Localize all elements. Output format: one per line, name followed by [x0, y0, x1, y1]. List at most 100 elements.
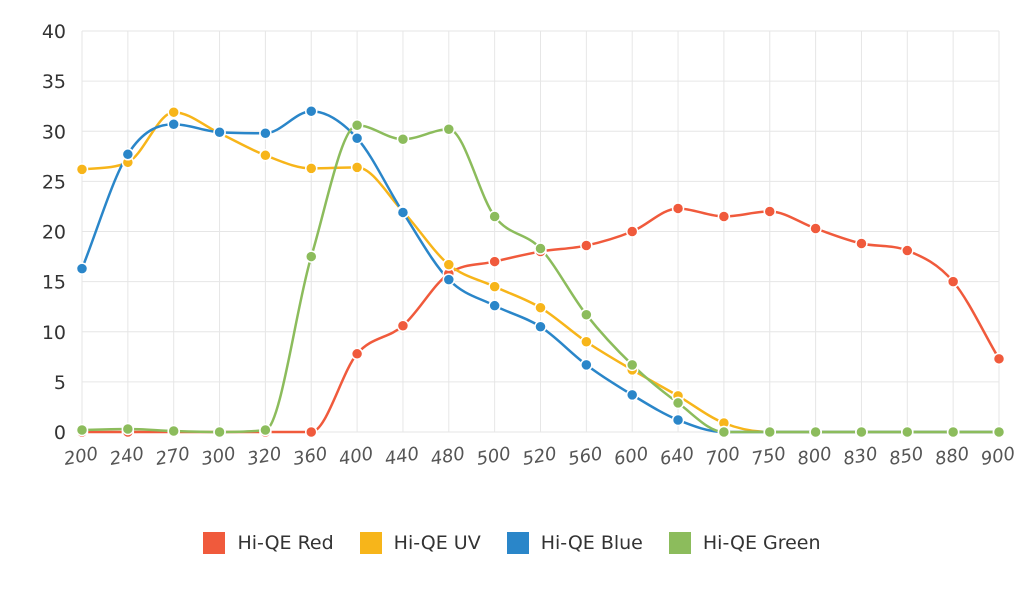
data-point-hi-qe-green[interactable] — [350, 118, 364, 132]
data-point-hi-qe-red[interactable] — [763, 205, 776, 218]
y-tick-label: 20 — [42, 222, 66, 244]
x-tick-label: 600 — [613, 443, 650, 470]
data-point-hi-qe-red[interactable] — [580, 239, 593, 252]
x-tick-label: 750 — [750, 443, 787, 470]
x-tick-label: 850 — [888, 443, 925, 470]
data-point-hi-qe-uv[interactable] — [488, 280, 501, 293]
data-point-hi-qe-blue[interactable] — [625, 388, 639, 402]
data-point-hi-qe-blue[interactable] — [534, 320, 547, 333]
y-tick-label: 35 — [42, 71, 66, 93]
x-tick-label: 880 — [933, 443, 970, 470]
y-tick-label: 25 — [42, 171, 66, 193]
legend-label: Hi-QE Red — [237, 532, 334, 554]
data-point-hi-qe-green[interactable] — [855, 425, 868, 439]
data-point-hi-qe-green[interactable] — [763, 425, 776, 439]
data-point-hi-qe-red[interactable] — [488, 255, 501, 268]
data-point-hi-qe-green[interactable] — [580, 308, 593, 321]
legend-item-hi-qe-blue[interactable]: Hi-QE Blue — [506, 532, 643, 554]
data-point-hi-qe-green[interactable] — [901, 425, 914, 439]
data-point-hi-qe-blue[interactable] — [580, 358, 593, 372]
data-point-hi-qe-green[interactable] — [488, 210, 501, 223]
data-point-hi-qe-blue[interactable] — [75, 262, 89, 275]
data-point-hi-qe-blue[interactable] — [396, 206, 410, 219]
data-point-hi-qe-blue[interactable] — [442, 273, 456, 286]
data-point-hi-qe-red[interactable] — [901, 244, 914, 257]
data-point-hi-qe-red[interactable] — [396, 319, 410, 332]
data-point-hi-qe-red[interactable] — [946, 275, 960, 288]
x-tick-label: 830 — [842, 443, 879, 470]
data-point-hi-qe-red[interactable] — [992, 352, 1006, 366]
data-point-hi-qe-green[interactable] — [396, 133, 410, 146]
data-point-hi-qe-red[interactable] — [671, 202, 685, 215]
legend-item-hi-qe-red[interactable]: Hi-QE Red — [203, 532, 334, 554]
x-tick-label: 320 — [246, 443, 283, 470]
legend-label: Hi-QE Blue — [540, 532, 643, 554]
chart-legend: Hi-QE Red Hi-QE UV Hi-QE Blue Hi-QE Green — [0, 532, 1024, 554]
data-point-hi-qe-red[interactable] — [305, 425, 318, 439]
data-point-hi-qe-red[interactable] — [855, 237, 868, 250]
data-point-hi-qe-blue[interactable] — [671, 413, 685, 427]
data-point-hi-qe-green[interactable] — [534, 242, 547, 255]
data-point-hi-qe-green[interactable] — [305, 250, 318, 263]
data-point-hi-qe-green[interactable] — [717, 425, 731, 439]
data-point-hi-qe-green[interactable] — [671, 396, 685, 410]
data-point-hi-qe-green[interactable] — [75, 423, 89, 437]
y-tick-label: 5 — [54, 372, 66, 394]
x-tick-label: 400 — [337, 443, 374, 470]
x-tick-label: 800 — [796, 443, 833, 470]
legend-label: Hi-QE Green — [702, 532, 821, 554]
data-point-hi-qe-uv[interactable] — [75, 163, 89, 176]
data-point-hi-qe-green[interactable] — [992, 425, 1006, 439]
data-point-hi-qe-uv[interactable] — [350, 161, 364, 174]
data-point-hi-qe-blue[interactable] — [213, 126, 226, 139]
data-point-hi-qe-blue[interactable] — [259, 127, 272, 140]
data-point-hi-qe-green[interactable] — [946, 425, 960, 439]
x-tick-label: 500 — [475, 443, 512, 470]
y-tick-label: 0 — [54, 422, 66, 444]
legend-swatch — [203, 532, 226, 554]
legend-item-hi-qe-green[interactable]: Hi-QE Green — [668, 532, 821, 554]
data-point-hi-qe-red[interactable] — [350, 347, 364, 361]
data-point-hi-qe-blue[interactable] — [167, 117, 180, 131]
x-tick-label: 560 — [567, 443, 604, 470]
x-tick-label: 480 — [429, 443, 466, 470]
data-point-hi-qe-uv[interactable] — [442, 258, 456, 271]
data-point-hi-qe-uv[interactable] — [167, 105, 180, 119]
data-point-hi-qe-green[interactable] — [442, 122, 456, 136]
data-point-hi-qe-green[interactable] — [625, 358, 639, 372]
data-point-hi-qe-blue[interactable] — [121, 148, 135, 161]
data-point-hi-qe-uv[interactable] — [305, 162, 318, 175]
data-point-hi-qe-green[interactable] — [809, 425, 822, 439]
data-point-hi-qe-blue[interactable] — [488, 299, 501, 312]
legend-item-hi-qe-uv[interactable]: Hi-QE UV — [359, 532, 481, 554]
data-point-hi-qe-red[interactable] — [809, 222, 822, 235]
x-tick-label: 440 — [383, 443, 420, 470]
x-tick-label: 240 — [108, 443, 145, 470]
data-point-hi-qe-uv[interactable] — [259, 149, 272, 162]
y-tick-label: 30 — [42, 121, 66, 143]
x-tick-label: 520 — [521, 443, 558, 470]
data-point-hi-qe-green[interactable] — [259, 423, 272, 437]
data-point-hi-qe-red[interactable] — [625, 225, 639, 238]
x-tick-label: 300 — [200, 443, 237, 470]
y-tick-label: 10 — [42, 322, 66, 344]
data-point-hi-qe-green[interactable] — [213, 425, 226, 439]
legend-swatch — [359, 532, 382, 554]
x-tick-label: 200 — [62, 443, 99, 470]
data-point-hi-qe-green[interactable] — [167, 424, 180, 438]
x-tick-label: 270 — [154, 443, 191, 470]
data-point-hi-qe-uv[interactable] — [580, 335, 593, 349]
data-point-hi-qe-red[interactable] — [717, 210, 731, 223]
data-point-hi-qe-green[interactable] — [121, 422, 135, 436]
legend-swatch — [668, 532, 691, 554]
y-tick-label: 40 — [42, 21, 66, 43]
data-point-hi-qe-blue[interactable] — [305, 104, 318, 118]
x-tick-label: 900 — [979, 443, 1016, 470]
data-point-hi-qe-uv[interactable] — [534, 301, 547, 314]
legend-label: Hi-QE UV — [393, 532, 481, 554]
y-tick-label: 15 — [42, 272, 66, 294]
legend-swatch — [506, 532, 529, 554]
data-point-hi-qe-blue[interactable] — [350, 132, 364, 145]
x-tick-label: 640 — [658, 443, 695, 470]
